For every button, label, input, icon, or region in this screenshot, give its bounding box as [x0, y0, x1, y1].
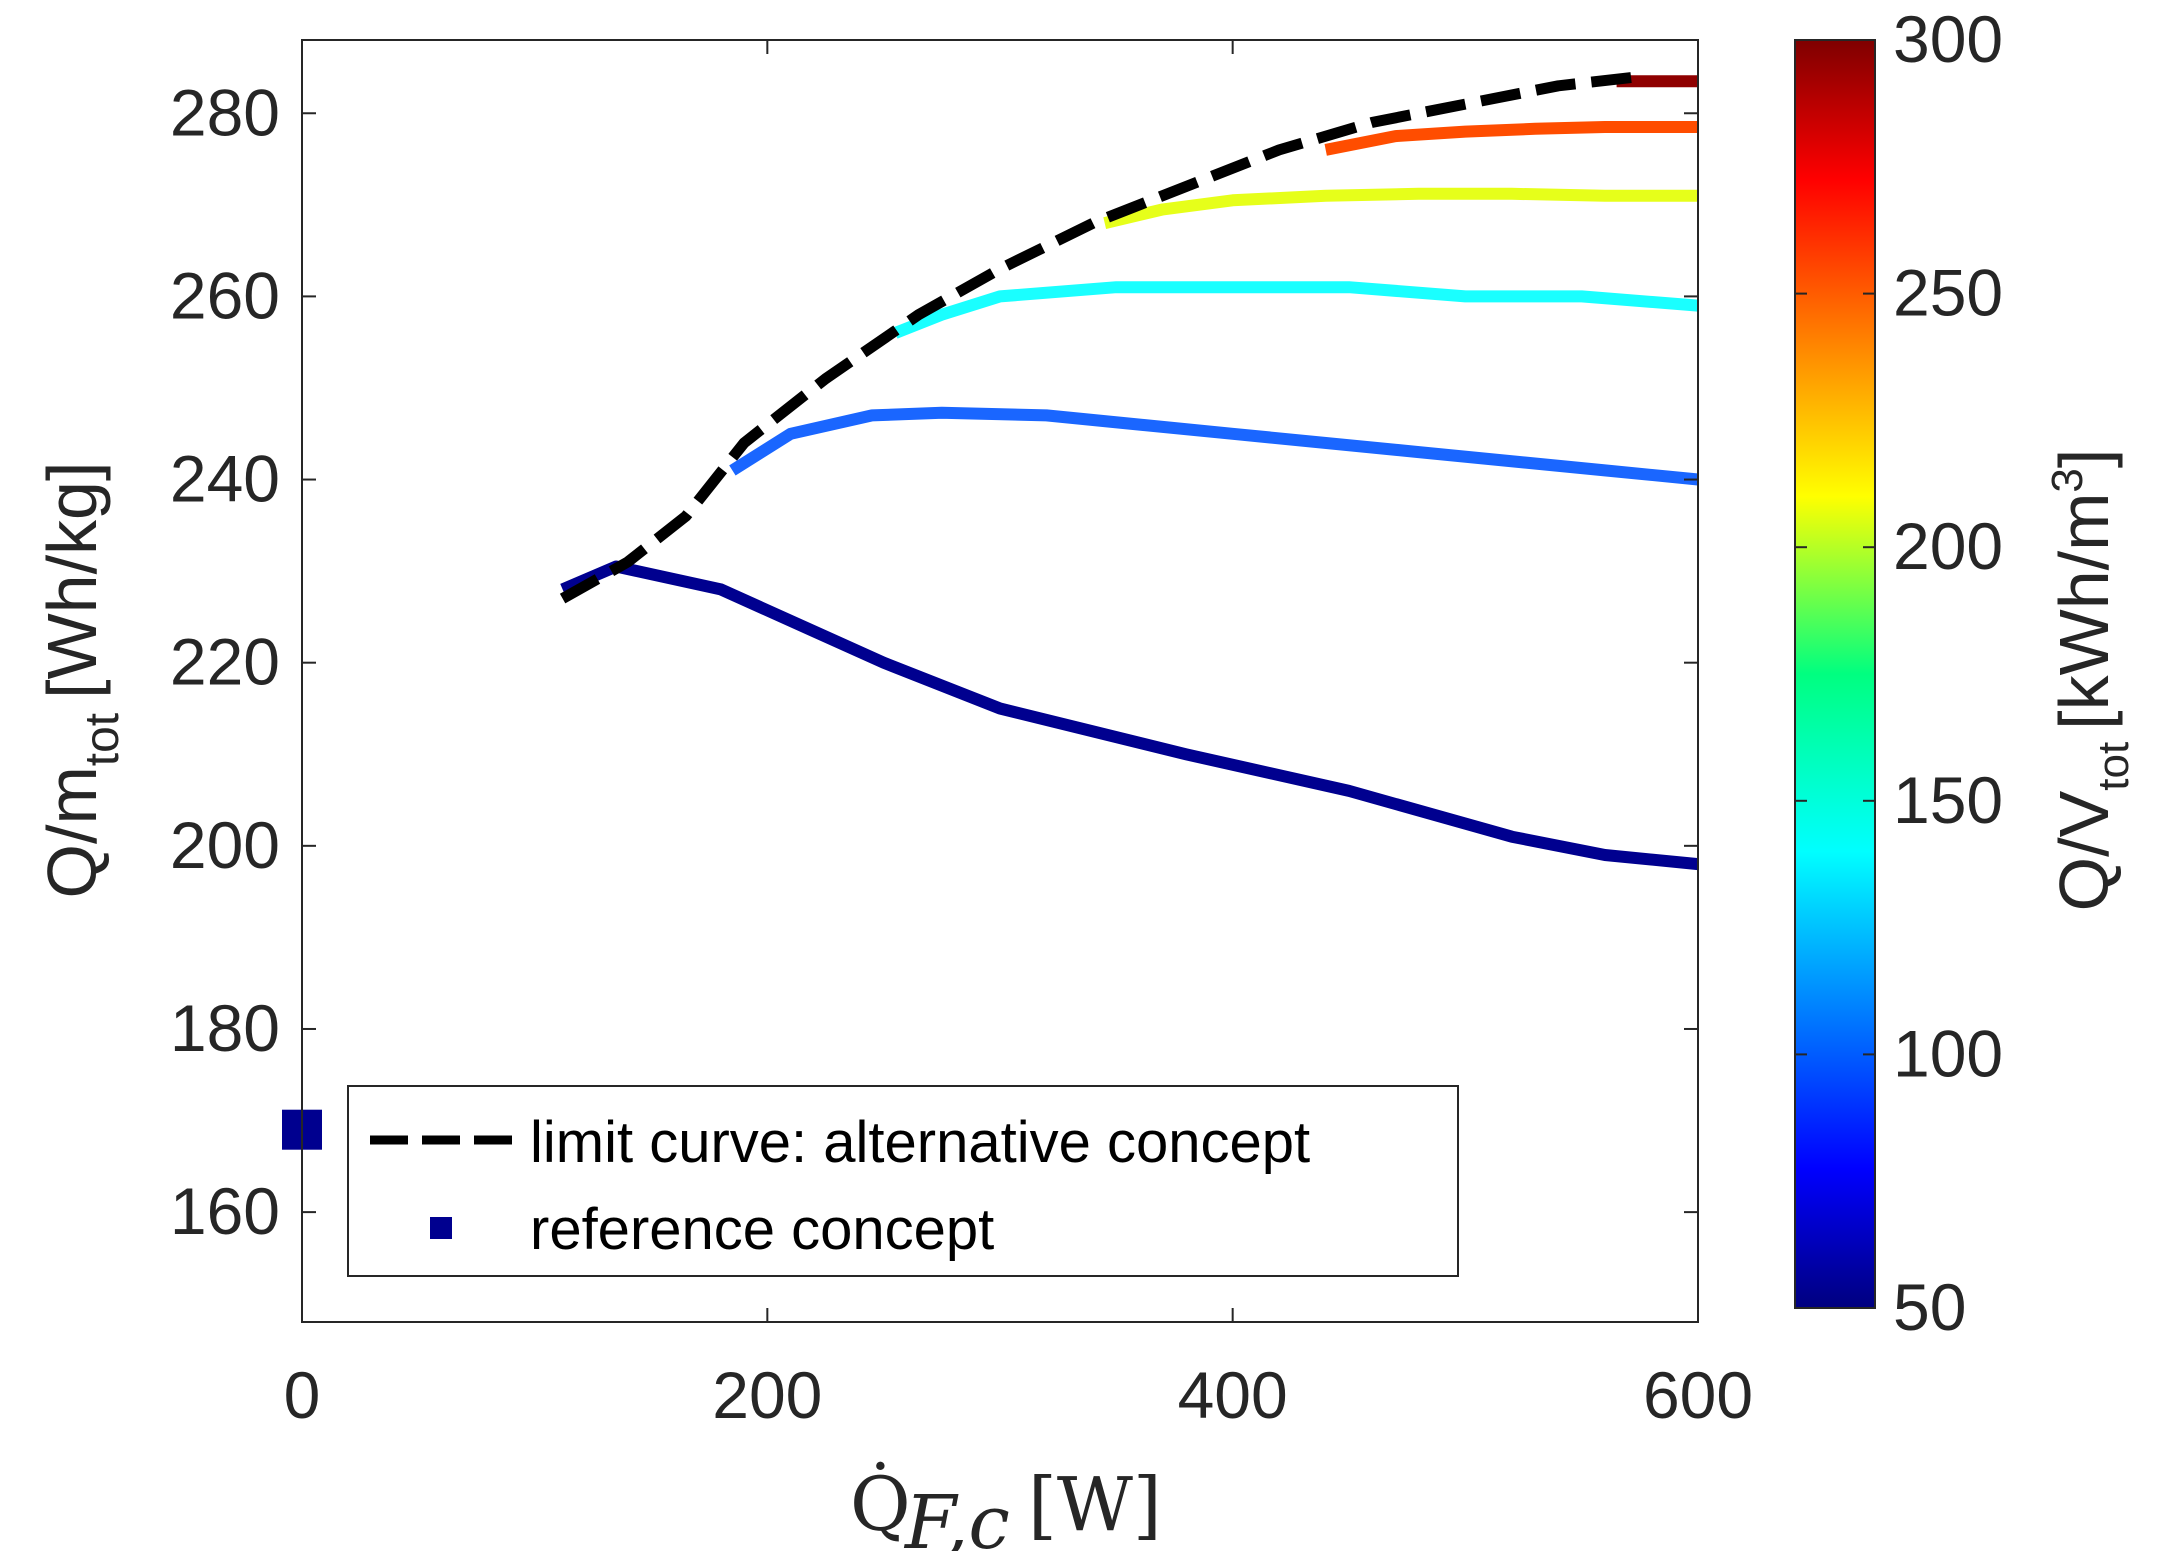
y-tick-label: 220: [170, 625, 280, 699]
colorbar-tick-label: 250: [1893, 256, 2003, 330]
y-axis-label-main: Q/m: [33, 766, 111, 898]
colorbar-label-text: Q/Vtot [kWh/m3]: [2043, 449, 2138, 912]
axes-layer: 0 200 400 600 160 180 200 220 240 260 280: [170, 39, 1753, 1432]
series-line-2: [893, 281, 1699, 339]
y-tick-label: 280: [170, 75, 280, 149]
y-tick-label: 160: [170, 1174, 280, 1248]
y-tick-label: 200: [170, 808, 280, 882]
colorbar-label-subscript: tot: [2089, 742, 2138, 791]
series-line-1: [729, 406, 1699, 486]
legend-box: [347, 1085, 1459, 1277]
colorbar-label-unit-end: ]: [2045, 449, 2123, 468]
legend: limit curve: alternative concept referen…: [347, 1085, 1459, 1277]
x-tick-label: 200: [712, 1358, 822, 1432]
y-axis-label: Q/mtot [Wh/kg]: [33, 462, 129, 899]
series-line-4: [1324, 121, 1698, 156]
y-tick-label: 240: [170, 442, 280, 516]
colorbar-label-main: Q/V: [2045, 790, 2123, 911]
colorbar-gradient: [1794, 39, 1876, 1309]
colorbar-tick-label: 50: [1893, 1270, 1966, 1344]
colorbar: 50 100 150 200 250 300 Q/Vtot [kWh/m3]: [1794, 2, 2138, 1344]
colorbar-tick-label: 200: [1893, 509, 2003, 583]
x-tick-label: 600: [1643, 1358, 1753, 1432]
colorbar-ticks: 50 100 150 200 250 300: [1795, 2, 2003, 1344]
x-axis-label: Q̇ F,c [W]: [850, 1461, 1162, 1551]
series-line-3: [1103, 187, 1698, 229]
colorbar-tick-label: 100: [1893, 1016, 2003, 1090]
x-tick-label: 400: [1178, 1358, 1288, 1432]
axes-frame: [301, 39, 1699, 1323]
series-line-0: [560, 560, 1699, 871]
y-tick-label: 180: [170, 991, 280, 1065]
colorbar-tick-label: 150: [1893, 763, 2003, 837]
legend-marker-reference: [430, 1217, 452, 1239]
colorbar-label-superscript: 3: [2043, 468, 2092, 492]
colorbar-label: Q/Vtot [kWh/m3]: [2043, 449, 2138, 912]
legend-label-reference: reference concept: [530, 1197, 994, 1262]
x-axis-label-unit: [W]: [1028, 1462, 1162, 1548]
limit-curve-line: [559, 71, 1641, 604]
x-axis-label-symbol: Q̇: [850, 1461, 911, 1548]
y-axis-label-unit: [Wh/kg]: [33, 462, 111, 699]
y-tick-label: 260: [170, 258, 280, 332]
y-axis-label-text: Q/mtot [Wh/kg]: [33, 462, 129, 899]
y-axis-label-subscript: tot: [76, 713, 129, 766]
x-axis-label-subscript: F,c: [903, 1480, 1010, 1551]
colorbar-label-unit: [kWh/m: [2045, 493, 2123, 730]
legend-label-limit-curve: limit curve: alternative concept: [530, 1110, 1310, 1175]
colorbar-tick-label: 300: [1893, 2, 2003, 76]
x-tick-label: 0: [284, 1358, 321, 1432]
